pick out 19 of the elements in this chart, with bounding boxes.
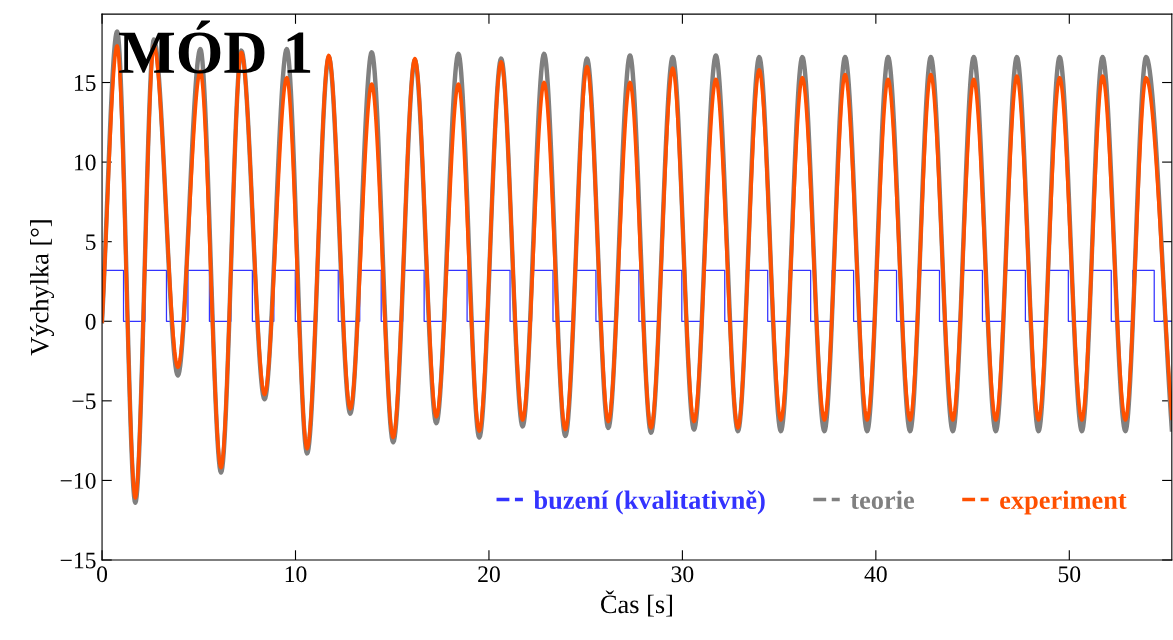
y-tick-label: 10	[74, 154, 96, 171]
y-tick-label: −15	[60, 552, 96, 569]
x-axis-title: Čas [s]	[601, 590, 672, 617]
y-axis-title: Výchylka [°]	[29, 220, 55, 356]
x-tick-label: 50	[1058, 566, 1081, 583]
legend-label: buzení (kvalitativně)	[533, 490, 765, 515]
annotation: MÓD 1	[119, 20, 311, 74]
y-tick-label: 5	[86, 234, 96, 251]
y-tick-label: 15	[74, 75, 96, 91]
x-tick-label: 40	[864, 566, 887, 583]
y-tick-label: −5	[72, 393, 96, 410]
legend-label: experiment	[1000, 490, 1127, 515]
x-tick-label: 0	[97, 566, 108, 583]
x-tick-label: 20	[478, 566, 500, 583]
legend-label: teorie	[850, 490, 915, 510]
x-tick-label: 10	[285, 566, 307, 583]
x-tick-label: 30	[671, 566, 694, 583]
y-tick-label: 0	[85, 313, 96, 330]
y-tick-label: −10	[60, 472, 96, 489]
